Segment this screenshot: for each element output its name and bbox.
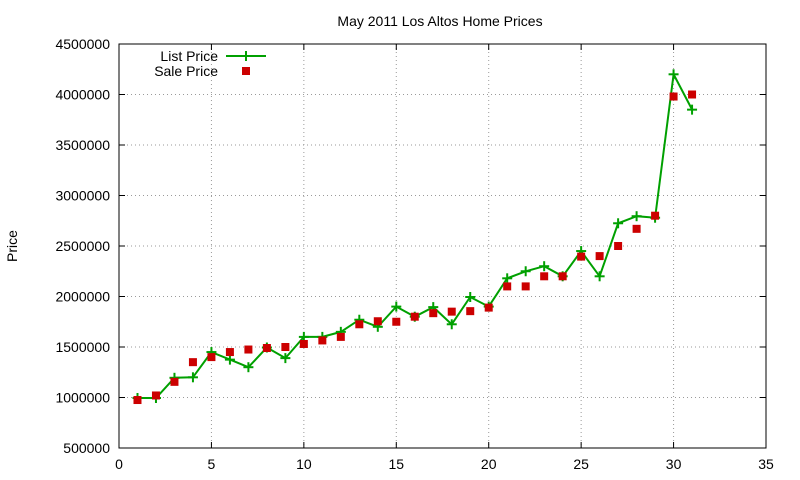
sale-price-point <box>614 242 623 250</box>
sale-price-point <box>225 348 234 357</box>
list-price-point <box>446 319 457 330</box>
list-price-point <box>502 273 513 284</box>
list-price-point <box>280 353 291 364</box>
sale-price-point <box>651 211 660 220</box>
x-tick-label: 20 <box>481 456 497 472</box>
y-tick-label: 2000000 <box>55 289 110 305</box>
y-tick-label: 3000000 <box>55 188 110 204</box>
sale-price-point <box>688 90 697 99</box>
sale-price-point <box>244 345 253 354</box>
y-tick-label: 1500000 <box>55 339 110 355</box>
sale-price-point <box>318 336 327 345</box>
list-price-point <box>631 211 642 222</box>
sale-price-point <box>558 272 567 281</box>
list-price-point <box>224 354 235 365</box>
y-tick-label: 2500000 <box>55 238 110 254</box>
x-tick-label: 25 <box>573 456 589 472</box>
x-tick-label: 5 <box>208 456 216 472</box>
sale-price-point <box>577 252 586 261</box>
list-price-point <box>613 218 624 229</box>
x-tick-label: 10 <box>296 456 312 472</box>
list-price-line <box>137 71 693 399</box>
sale-price-point <box>447 307 456 316</box>
sale-price-point <box>484 303 493 312</box>
y-tick-label: 4500000 <box>55 36 110 52</box>
sale-price-point <box>521 282 530 291</box>
sale-price-point <box>540 272 549 281</box>
sale-price-point <box>669 92 678 101</box>
sale-price-point <box>632 224 641 233</box>
legend-label-list-price: List Price <box>160 48 218 64</box>
x-tick-label: 0 <box>115 456 123 472</box>
sale-price-point <box>170 377 179 386</box>
grid-lines <box>119 44 766 448</box>
y-tick-label: 3500000 <box>55 137 110 153</box>
list-price-point <box>520 266 531 277</box>
sale-price-point <box>355 320 364 329</box>
legend-label-sale-price: Sale Price <box>154 63 218 79</box>
sale-price-point <box>188 358 197 367</box>
list-price-point <box>687 104 698 115</box>
sale-price-point <box>392 317 401 326</box>
sale-price-point <box>262 344 271 353</box>
series-layer <box>132 69 698 405</box>
sale-price-point <box>466 307 475 316</box>
sale-price-point <box>595 252 604 261</box>
list-price-point <box>187 372 198 383</box>
x-tick-label: 35 <box>758 456 774 472</box>
sale-price-point <box>299 339 308 348</box>
legend-marker-sale-price <box>242 67 250 75</box>
chart-title: May 2011 Los Altos Home Prices <box>337 13 542 29</box>
list-price-point <box>243 362 254 373</box>
x-tick-label: 30 <box>666 456 682 472</box>
y-axis-label: Price <box>4 230 20 262</box>
x-tick-label: 15 <box>388 456 404 472</box>
sale-price-point <box>151 391 160 400</box>
y-tick-label: 4000000 <box>55 87 110 103</box>
list-price-point <box>391 301 402 312</box>
axis-ticks: 0 5 10 15 20 25 30 35 500000 1000000 1500000 200000… <box>55 36 774 472</box>
sale-price-point <box>410 312 419 321</box>
sale-price-point <box>373 317 382 326</box>
y-tick-label: 500000 <box>63 440 110 456</box>
sale-price-point <box>207 353 216 362</box>
sale-price-point <box>133 396 142 405</box>
sale-price-point <box>429 309 438 318</box>
list-price-point <box>668 69 679 80</box>
list-price-point <box>465 292 476 303</box>
sale-price-point <box>281 343 290 351</box>
y-tick-label: 1000000 <box>55 390 110 406</box>
legend-marker-list-price <box>241 51 251 61</box>
sale-price-point <box>336 332 345 341</box>
list-price-point <box>594 271 605 282</box>
list-price-point <box>539 261 550 272</box>
sale-price-point <box>503 282 512 291</box>
